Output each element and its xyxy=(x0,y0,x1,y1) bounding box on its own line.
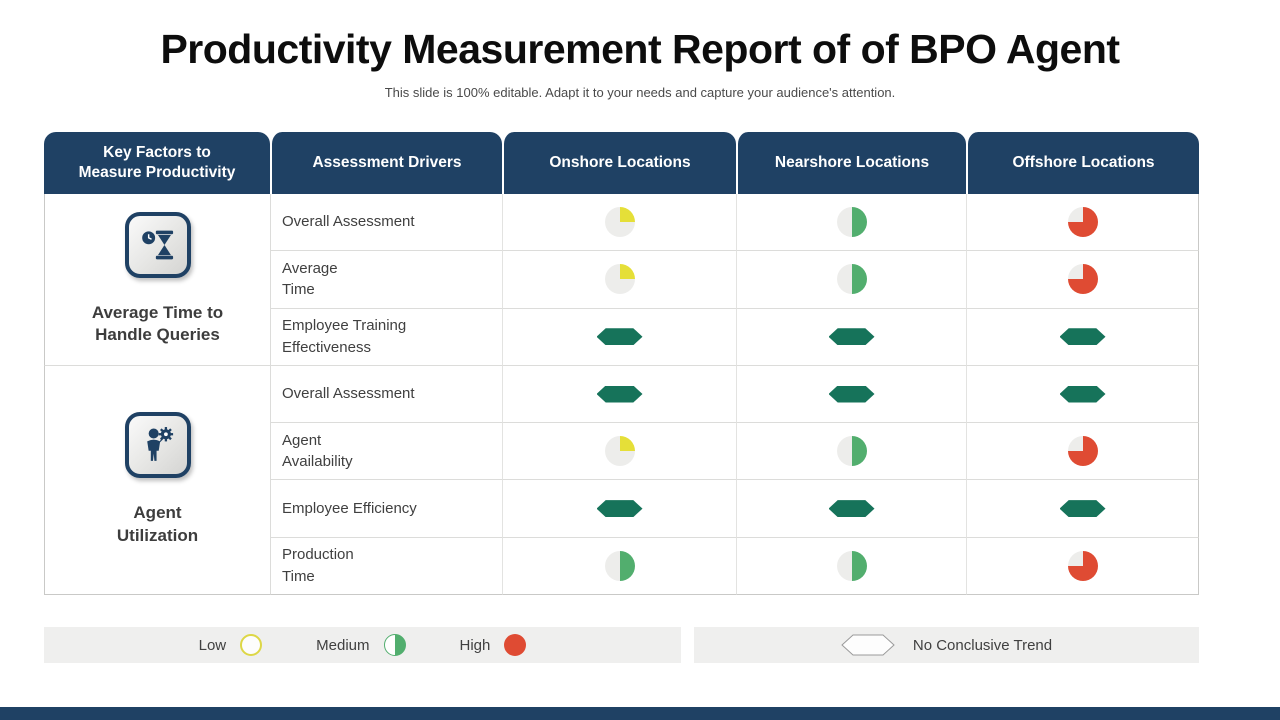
legend-high-circle-icon xyxy=(504,634,527,656)
legend-trend-label: No Conclusive Trend xyxy=(912,636,1053,654)
driver-label: Production Time xyxy=(270,537,502,596)
cell-nearshore xyxy=(736,480,966,538)
status-indicator xyxy=(604,550,635,581)
status-indicator xyxy=(1067,436,1098,467)
cell-onshore xyxy=(502,308,736,366)
group-label: Average Time to Handle Queries xyxy=(91,302,224,345)
cell-nearshore xyxy=(736,537,966,596)
status-indicator xyxy=(1059,385,1106,403)
cell-onshore xyxy=(502,365,736,424)
status-indicator xyxy=(604,436,635,467)
status-indicator xyxy=(1059,328,1106,346)
cell-onshore xyxy=(502,537,736,596)
legend-low-label: Low xyxy=(198,636,227,654)
status-indicator xyxy=(1067,550,1098,581)
cell-nearshore xyxy=(736,194,966,252)
slide-title: Productivity Measurement Report of of BP… xyxy=(160,26,1120,72)
column-header-offshore: Offshore Locations xyxy=(966,132,1199,194)
cell-offshore xyxy=(966,251,1199,309)
cell-offshore xyxy=(966,194,1199,252)
cell-onshore xyxy=(502,480,736,538)
person-gear-icon xyxy=(124,412,191,479)
legend-trend: No Conclusive Trend xyxy=(694,627,1199,663)
cell-offshore xyxy=(966,480,1199,538)
group-label: Agent Utilization xyxy=(116,503,199,545)
assessment-table: Key Factors to Measure Productivity Asse… xyxy=(44,132,1199,596)
cell-offshore xyxy=(966,537,1199,596)
legend-item-medium: Medium xyxy=(316,634,406,656)
legend-low-circle-icon xyxy=(240,634,263,656)
cell-nearshore xyxy=(736,308,966,366)
cell-nearshore xyxy=(736,365,966,424)
group-average-time-to-handle-queries: Average Time to Handle Queries xyxy=(44,194,270,366)
status-indicator xyxy=(1067,207,1098,238)
status-indicator xyxy=(836,436,867,467)
cell-onshore xyxy=(502,423,736,481)
cell-offshore xyxy=(966,308,1199,366)
cell-onshore xyxy=(502,194,736,252)
legend-item-low: Low xyxy=(199,634,263,656)
driver-label: Employee Training Effectiveness xyxy=(270,308,502,366)
legend-high-label: High xyxy=(459,636,491,654)
status-indicator xyxy=(828,328,875,346)
status-indicator xyxy=(836,264,867,295)
status-indicator xyxy=(828,500,875,518)
column-header-key-factors: Key Factors to Measure Productivity xyxy=(44,132,270,194)
cell-offshore xyxy=(966,423,1199,481)
status-indicator xyxy=(604,264,635,295)
status-indicator xyxy=(1067,264,1098,295)
column-header-onshore: Onshore Locations xyxy=(502,132,736,194)
driver-label: Overall Assessment xyxy=(270,194,502,252)
cell-onshore xyxy=(502,251,736,309)
status-indicator xyxy=(604,207,635,238)
legend-levels: Low Medium High xyxy=(44,627,681,663)
status-indicator xyxy=(596,385,643,403)
legend-trend-hexagon-icon xyxy=(841,634,895,656)
driver-label: Employee Efficiency xyxy=(270,480,502,538)
status-indicator xyxy=(1059,500,1106,518)
legend-item-high: High xyxy=(460,634,527,656)
status-indicator xyxy=(836,207,867,238)
driver-label: Overall Assessment xyxy=(270,365,502,424)
group-agent-utilization: Agent Utilization xyxy=(44,365,270,596)
driver-label: Average Time xyxy=(270,251,502,309)
status-indicator xyxy=(596,328,643,346)
legend-medium-half-pie-icon xyxy=(383,634,406,656)
driver-label: Agent Availability xyxy=(270,423,502,481)
cell-nearshore xyxy=(736,251,966,309)
column-header-assessment-drivers: Assessment Drivers xyxy=(270,132,502,194)
cell-nearshore xyxy=(736,423,966,481)
status-indicator xyxy=(836,550,867,581)
cell-offshore xyxy=(966,365,1199,424)
slide-subtitle: This slide is 100% editable. Adapt it to… xyxy=(384,85,896,100)
hourglass-clock-icon xyxy=(124,211,191,278)
bottom-accent-bar xyxy=(0,707,1280,720)
status-indicator xyxy=(596,500,643,518)
column-header-nearshore: Nearshore Locations xyxy=(736,132,966,194)
legend-medium-label: Medium xyxy=(316,636,370,654)
status-indicator xyxy=(828,385,875,403)
